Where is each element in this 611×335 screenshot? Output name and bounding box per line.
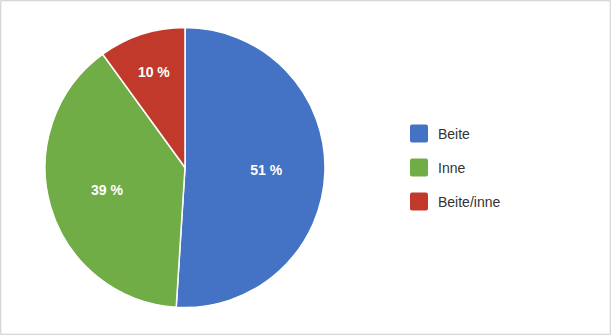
chart-svg: 51 % 39 % 10 % Beite Inne Beite/inne — [0, 0, 611, 335]
legend-swatch — [410, 193, 428, 211]
data-label: 51 % — [250, 162, 282, 178]
chart-border — [1, 1, 611, 335]
chart-container: 51 % 39 % 10 % Beite Inne Beite/inne — [0, 0, 611, 335]
pie-slices — [45, 28, 325, 308]
legend: Beite Inne Beite/inne — [410, 125, 500, 211]
legend-label: Inne — [438, 160, 465, 176]
legend-swatch — [410, 125, 428, 143]
legend-label: Beite — [438, 126, 470, 142]
data-label: 39 % — [91, 182, 123, 198]
data-label: 10 % — [138, 64, 170, 80]
pie-slice — [176, 28, 325, 308]
legend-swatch — [410, 159, 428, 177]
data-labels: 51 % 39 % 10 % — [91, 64, 283, 199]
pie-slice — [103, 28, 185, 168]
legend-label: Beite/inne — [438, 194, 500, 210]
